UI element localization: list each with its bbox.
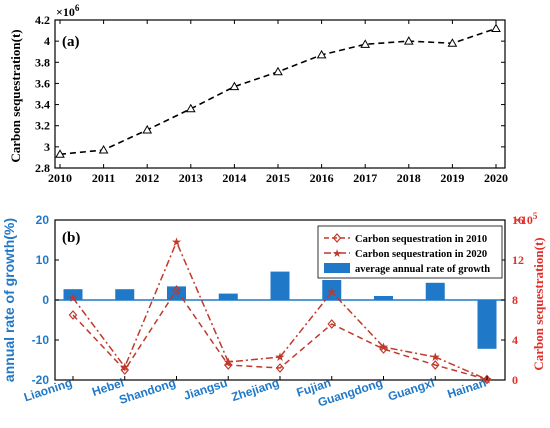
panel-a-point-marker [98,145,109,154]
panel-a-series-line [59,27,497,156]
panel-b-bar [477,300,497,349]
panel-a-point-marker [316,49,327,59]
panel-b-star-marker: ★ [171,235,182,249]
panel-a-point-marker [273,66,283,76]
panel-b-left-tick-label: -10 [32,333,50,347]
panel-b-left-tick-label: 10 [36,253,50,267]
panel-a-ytick-label: 4 [44,34,50,48]
panel-a-ytick-label: 3.2 [35,119,50,133]
panel-b-star-marker: ★ [223,355,234,369]
panel-a-ylabel: Carbon sequestration(t) [8,29,23,162]
panel-a-xtick-label: 2010 [48,171,72,185]
panel-a-ytick-label: 3.8 [35,55,50,69]
panel-b-star-marker: ★ [119,360,130,374]
panel-b-star-marker: ★ [68,291,79,305]
panel-b-diamond-marker [120,365,130,375]
panel-b-right-tick-label: 8 [512,293,518,307]
panel-b-bar [425,282,445,300]
panel-a-point-marker [403,36,414,45]
panel-b-series-line-0 [72,288,488,381]
panel-b-right-exponent: ×105 [514,211,538,227]
panel-b-right-exponent-power: 5 [533,211,538,221]
panel-a-xtick-label: 2014 [222,171,246,185]
panel-b-right-tick-label: 16 [512,213,524,227]
panel-a-point-marker [185,103,196,113]
panel-b-bar [115,289,135,300]
panel-b-legend-label: average annual rate of growth [355,264,490,275]
panel-a-y-exponent-power: 6 [75,3,80,13]
panel-a-xtick-label: 2018 [397,171,421,185]
panel-b-diamond-marker [68,310,78,320]
panel-a-ytick-label: 4.2 [35,13,50,27]
panel-b-right-exponent-base: ×10 [514,213,533,227]
panel-a-xtick-label: 2019 [440,171,464,185]
panel-a-xtick-label: 2011 [92,171,115,185]
panel-b-diamond-marker [430,360,440,370]
panel-b-legend: Carbon sequestration in 2010 ★ Carbon sequ… [317,225,503,279]
panel-a-point-marker [229,81,240,91]
panel-a-point-marker [55,149,65,158]
panel-a-point-marker [142,124,153,134]
panel-a-y-exponent: ×106 [56,3,80,19]
panel-a-label: (a) [62,34,80,50]
panel-b-bar [63,289,83,300]
panel-b-legend-star-marker: ★ [332,247,342,260]
panel-b-diamond-marker [172,285,181,295]
panel-b-label: (b) [62,230,80,246]
panel-a-series [55,23,501,158]
panel-a-point-marker [447,38,458,47]
panel-a-ytick-label: 3 [44,140,50,154]
panel-b-legend-label: Carbon sequestration in 2020 [355,249,487,260]
panel-a-frame [54,19,506,169]
panel-a-xtick-label: 2016 [310,171,334,185]
panel-b-left-ylabel: annual rate of growth(%) [1,218,17,382]
panel-b-left-ticks: 20 10 0 -10 -20 [32,213,59,387]
panel-b-diamond-marker [223,360,233,370]
panel-b-legend-label: Carbon sequestration in 2010 [355,234,487,245]
panel-b-right-ylabel: Carbon sequestration(t) [531,237,546,370]
panel-a-point-marker [491,23,501,32]
panel-b: (b) annual rate of growth(%) Carbon sequ… [1,211,546,410]
panel-b-bars [63,271,497,349]
panel-a: (a) Carbon sequestration(t) ×106 2.8 3 3.2… [8,3,508,185]
panel-b-legend-diamond-marker [332,233,342,243]
panel-b-diamond-marker [482,374,492,385]
panel-b-right-ticks: 16 12 8 4 0 [501,213,524,387]
panel-b-bar [218,293,238,300]
panel-b-left-tick-label: -20 [32,373,50,387]
panel-b-star-marker: ★ [326,285,337,299]
panel-b-star-marker: ★ [275,350,286,364]
panel-a-xtick-label: 2012 [135,171,159,185]
panel-b-diamond-marker [327,319,337,329]
panel-b-right-tick-label: 12 [512,253,524,267]
panel-b-diamond-marker [275,363,285,373]
panel-a-y-exponent-base: ×10 [56,5,75,19]
panel-b-right-tick-label: 0 [512,373,518,387]
panel-b-series-line-1 [72,240,488,381]
panel-b-star-marker: ★ [430,350,441,364]
panel-a-ytick-label: 3.6 [35,76,50,90]
panel-b-star-marker: ★ [378,340,389,354]
panel-a-ytick-label: 2.8 [35,161,50,175]
panel-a-xtick-label: 2013 [179,171,203,185]
panel-a-point-marker [360,39,371,48]
panel-a-x-ticks: 2010 2011 2012 2013 2014 2015 2016 2017 2018 2019… [48,20,508,185]
panel-b-bar [270,271,290,300]
panel-b-left-tick-label: 20 [36,213,50,227]
panel-b-legend-bar-swatch [324,263,350,273]
panel-b-bar [322,280,342,300]
panel-a-xtick-label: 2015 [266,171,290,185]
panel-a-y-ticks: 2.8 3 3.2 3.4 3.6 3.8 4 4.2 [35,13,505,175]
panel-b-right-tick-label: 4 [512,333,518,347]
panel-b-left-tick-label: 0 [42,293,49,307]
panel-b-category-label: Hainan [446,376,488,402]
panel-b-bar [374,296,393,300]
panel-a-ytick-label: 3.4 [35,98,50,112]
panel-a-xtick-label: 2017 [353,171,377,185]
panel-a-xtick-label: 2020 [484,171,508,185]
